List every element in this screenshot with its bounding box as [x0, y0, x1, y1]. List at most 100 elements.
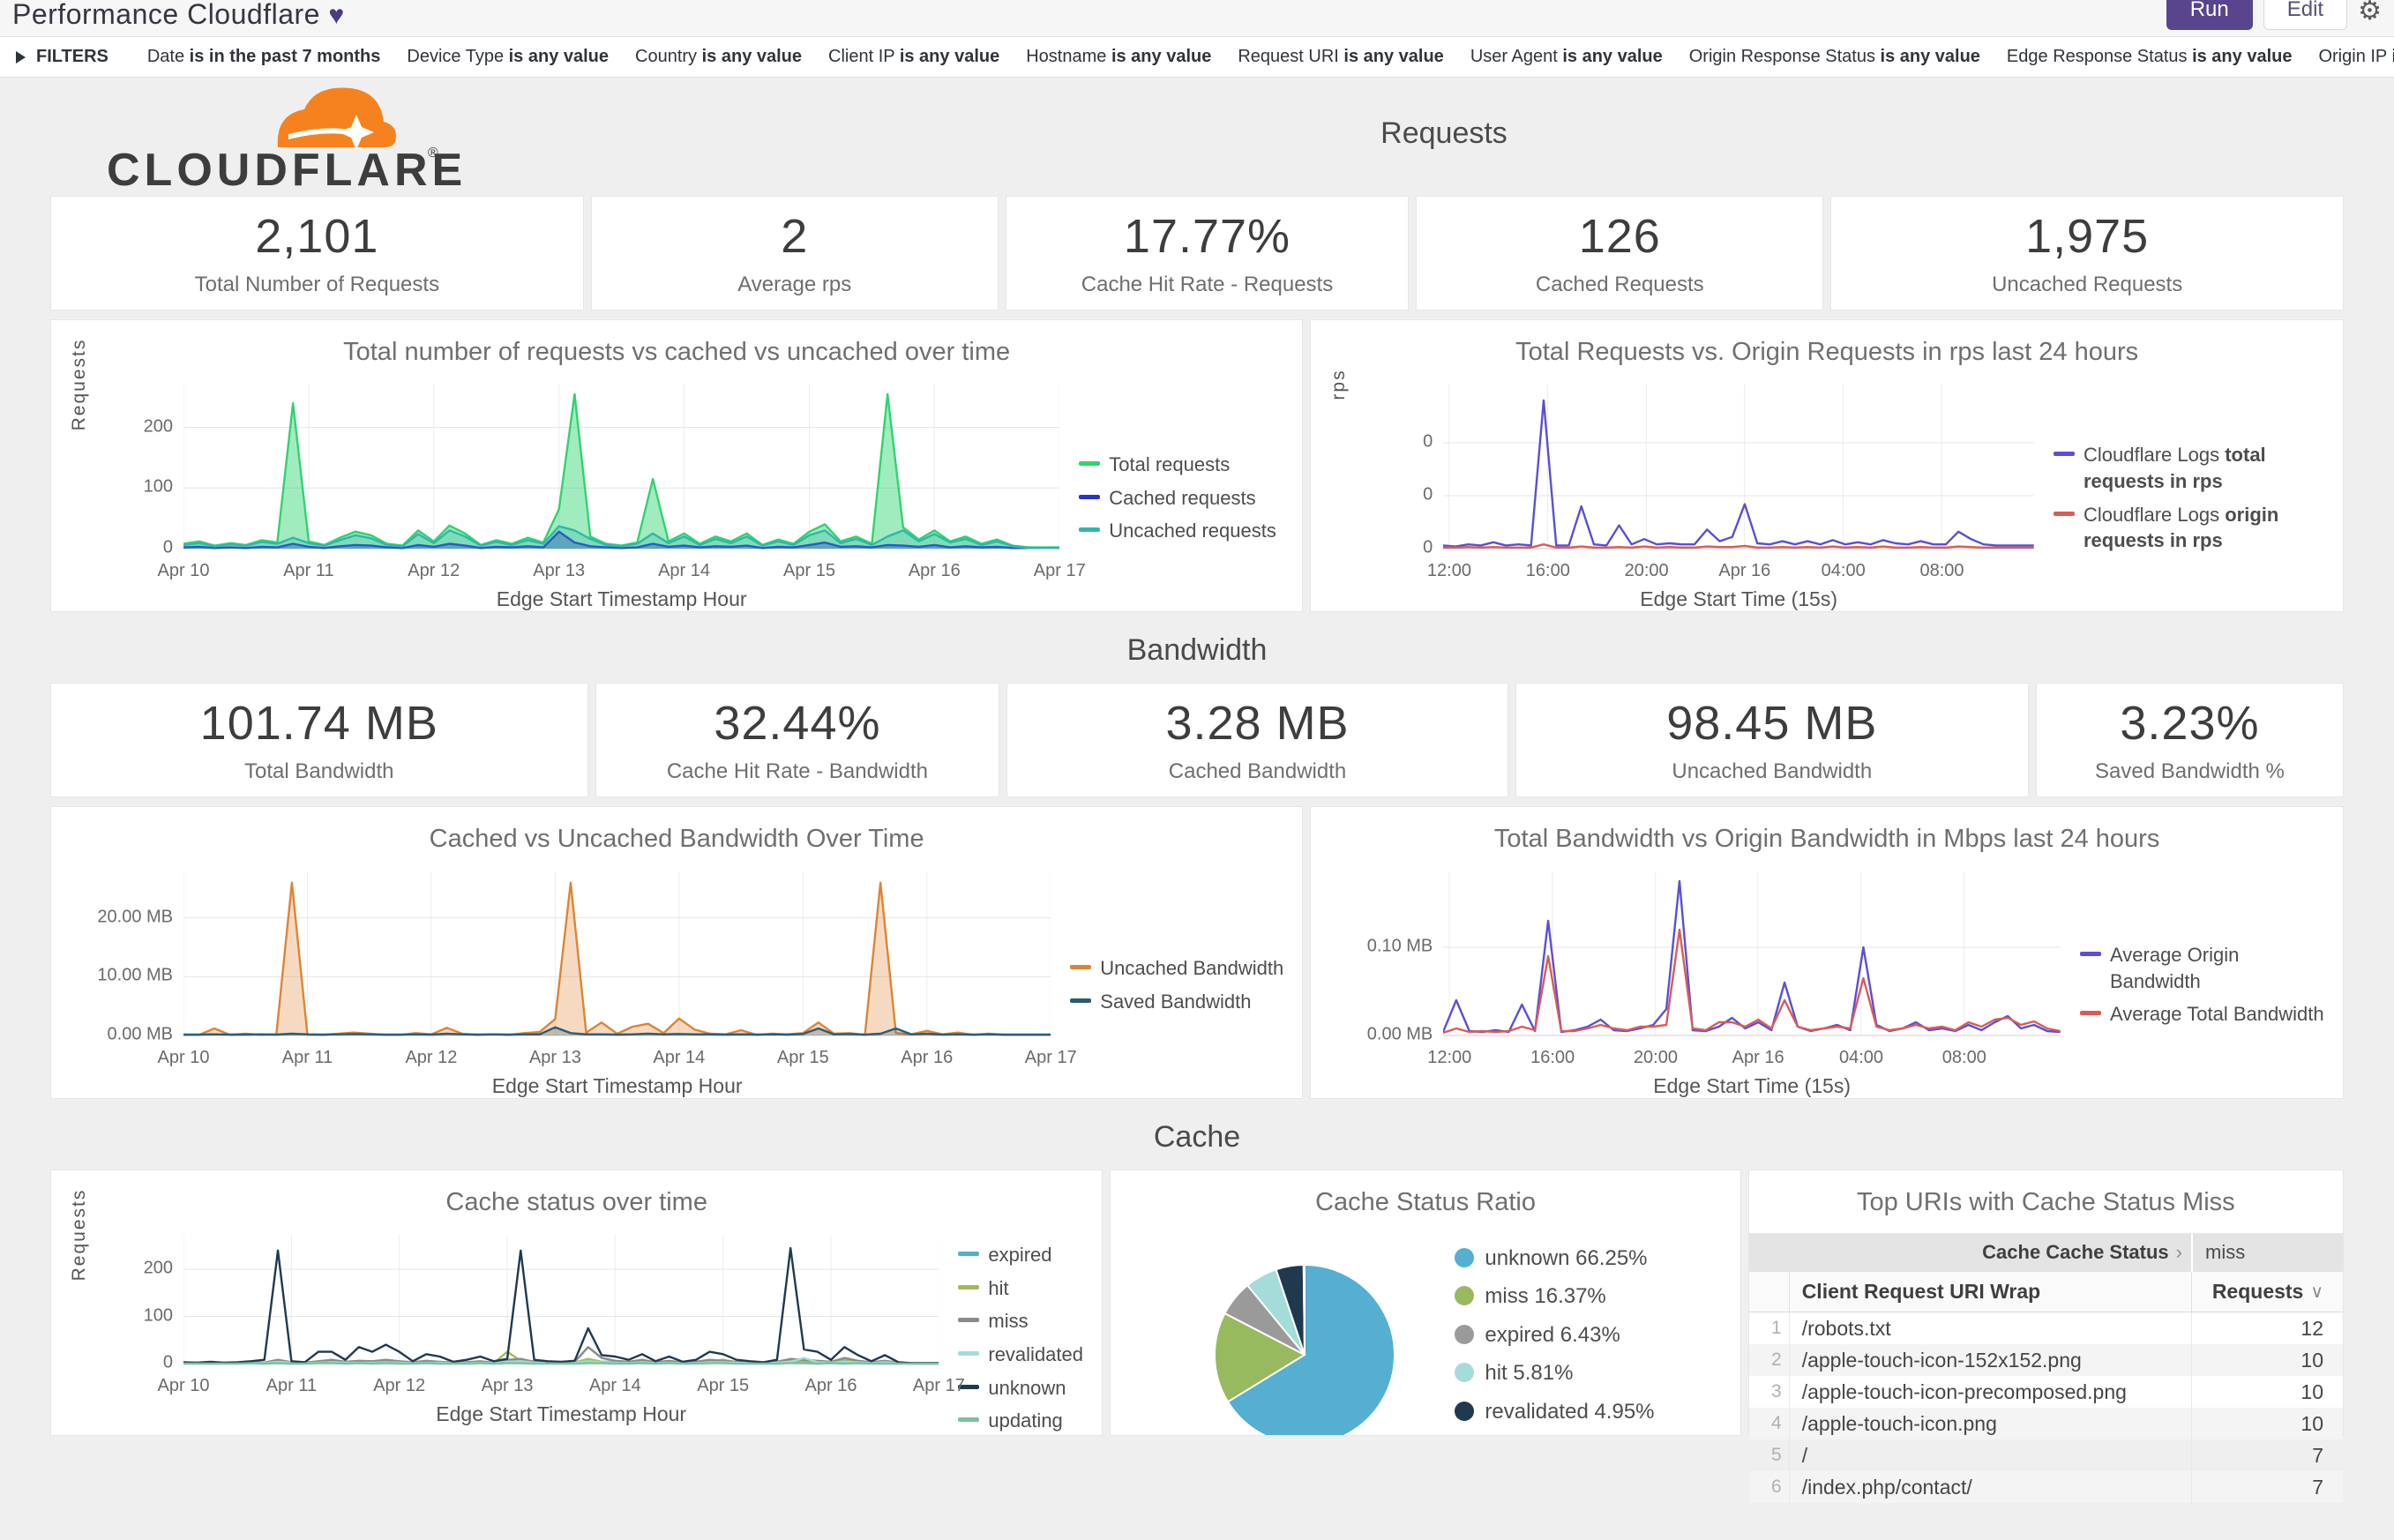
- kpi-value: 17.77%: [1123, 210, 1291, 263]
- filter-item[interactable]: Hostname is any value: [1026, 47, 1212, 66]
- legend-item[interactable]: Uncached requests: [1079, 518, 1284, 544]
- column-header-uri[interactable]: Client Request URI Wrap: [1801, 1280, 2041, 1303]
- x-tick-label: 20:00: [1633, 1048, 1678, 1067]
- chart-main: Apr 10 Apr 11 Apr 12 Apr 13 Apr 14 Apr 15 Apr …: [158, 871, 1077, 1098]
- x-axis-ticks: Apr 10 Apr 11 Apr 12 Apr 13 Apr 14 Apr 15 Apr …: [158, 552, 1086, 582]
- run-button[interactable]: Run: [2166, 0, 2253, 30]
- legend-item[interactable]: Total requests: [1079, 452, 1284, 478]
- y-tick-label: 100: [143, 1305, 173, 1325]
- plot-area[interactable]: [183, 385, 1060, 552]
- kpi-label: Average rps: [737, 273, 852, 296]
- kpi-cached-bandwidth: 3.28 MB Cached Bandwidth: [1006, 683, 1508, 797]
- plot-area[interactable]: [1443, 871, 2061, 1039]
- filter-item[interactable]: Device Type is any value: [407, 47, 610, 66]
- legend-item[interactable]: Uncached Bandwidth: [1070, 955, 1284, 982]
- x-tick-label: Apr 11: [283, 561, 334, 580]
- kpi-cache-hit-rate-requests: 17.77% Cache Hit Rate - Requests: [1005, 196, 1410, 310]
- legend-item[interactable]: expired: [958, 1242, 1084, 1268]
- kpi-label: Uncached Bandwidth: [1672, 759, 1873, 783]
- filter-item[interactable]: Request URI is any value: [1238, 47, 1444, 66]
- chart-title: Cached vs Uncached Bandwidth Over Time: [429, 825, 924, 853]
- kpi-value: 101.74 MB: [199, 697, 438, 750]
- legend-item[interactable]: hit 5.81%: [1455, 1359, 1654, 1387]
- legend-item[interactable]: miss: [958, 1308, 1084, 1334]
- legend-item[interactable]: Cached requests: [1079, 485, 1284, 512]
- legend-item[interactable]: Saved Bandwidth: [1070, 989, 1284, 1015]
- legend-marker-icon: [1455, 1363, 1475, 1383]
- x-tick-label: 04:00: [1838, 1048, 1884, 1067]
- column-header-requests[interactable]: Requests ∨: [2191, 1272, 2343, 1312]
- table-row[interactable]: 5/7: [1749, 1439, 2343, 1471]
- pivot-field[interactable]: Cache Cache Status ›: [1982, 1241, 2182, 1263]
- legend-item[interactable]: Cloudflare Logs origin requests in rps: [2054, 502, 2325, 554]
- kpi-label: Cached Requests: [1535, 273, 1704, 296]
- x-tick-label: Apr 16: [804, 1376, 857, 1395]
- x-axis-title: Edge Start Timestamp Hour: [436, 1402, 687, 1425]
- x-tick-label: 16:00: [1525, 561, 1570, 580]
- x-tick-label: 04:00: [1821, 561, 1866, 580]
- filter-item[interactable]: User Agent is any value: [1470, 47, 1663, 66]
- x-tick-label: Apr 17: [912, 1376, 965, 1395]
- filters-label[interactable]: FILTERS: [16, 47, 108, 67]
- legend-item[interactable]: expired 6.43%: [1455, 1321, 1654, 1349]
- section-title-bandwidth: Bandwidth: [1126, 632, 1268, 667]
- table-row[interactable]: 3/apple-touch-icon-precomposed.png 10: [1749, 1376, 2343, 1408]
- filter-item[interactable]: Client IP is any value: [828, 47, 1000, 66]
- plot-area[interactable]: [183, 1235, 939, 1367]
- kpi-average-rps: 2 Average rps: [590, 196, 999, 310]
- table-row[interactable]: 2/apple-touch-icon-152x152.png 10: [1748, 1344, 2343, 1376]
- y-tick-label: 0: [1423, 484, 1433, 505]
- y-tick-label: 0.10 MB: [1366, 936, 1433, 956]
- kpi-value: 1,975: [2025, 210, 2150, 263]
- table-row[interactable]: 4/apple-touch-icon.png 10: [1748, 1408, 2343, 1439]
- legend-item[interactable]: Cloudflare Logs total requests in rps: [2054, 442, 2325, 494]
- gear-icon[interactable]: ⚙: [2358, 0, 2382, 26]
- y-tick-label: 0: [162, 1352, 173, 1372]
- pivot-value: miss: [2191, 1233, 2343, 1272]
- legend-marker-icon: [958, 1318, 980, 1323]
- legend-marker-icon: [1070, 998, 1092, 1003]
- kpi-value: 3.28 MB: [1165, 697, 1350, 750]
- filter-item[interactable]: Date is in the past 7 months: [146, 47, 381, 66]
- filter-item[interactable]: Country is any value: [635, 47, 803, 66]
- filter-item[interactable]: Origin Response Status is any value: [1688, 47, 1980, 66]
- pie-chart[interactable]: [1208, 1258, 1402, 1435]
- legend-item[interactable]: hit: [958, 1275, 1084, 1302]
- y-tick-label: 0: [162, 537, 173, 557]
- edit-button[interactable]: Edit: [2263, 0, 2348, 30]
- chart-main: Apr 10 Apr 11 Apr 12 Apr 13 Apr 14 Apr 15 Apr …: [158, 1235, 965, 1426]
- section-title-cache: Cache: [1153, 1119, 1241, 1154]
- x-tick-label: Apr 13: [533, 561, 586, 580]
- filters-label-text: FILTERS: [36, 47, 108, 66]
- plot-area[interactable]: [183, 871, 1051, 1039]
- table-tile-top-uris: Top URIs with Cache Status Miss Cache Ca…: [1747, 1170, 2344, 1503]
- plot-area[interactable]: [1443, 385, 2034, 552]
- legend-item[interactable]: unknown: [958, 1375, 1084, 1402]
- x-tick-label: Apr 15: [783, 561, 835, 580]
- legend-item[interactable]: unknown 66.25%: [1455, 1245, 1654, 1273]
- legend-item[interactable]: updating: [958, 1408, 1084, 1434]
- chevron-right-icon: ›: [2175, 1241, 2182, 1263]
- x-axis-ticks: 12:00 16:00 20:00 Apr 16 04:00 08:00: [1427, 552, 2034, 582]
- legend-item[interactable]: revalidated 4.95%: [1455, 1398, 1655, 1426]
- x-tick-label: 08:00: [1919, 561, 1964, 580]
- chart-title: Cache status over time: [445, 1188, 707, 1216]
- x-tick-label: Apr 11: [281, 1048, 333, 1067]
- x-axis-title: Edge Start Timestamp Hour: [491, 1074, 743, 1097]
- x-tick-label: Apr 14: [658, 561, 711, 580]
- chart-legend: Average Origin Bandwidth Average Total Ba…: [2061, 935, 2325, 1035]
- legend-item[interactable]: miss 16.37%: [1455, 1282, 1654, 1311]
- legend-marker-icon: [1070, 964, 1092, 969]
- filter-item[interactable]: Edge Response Status is any value: [2006, 47, 2293, 66]
- filter-item[interactable]: Origin IP is any value: [2318, 47, 2394, 66]
- chart-title: Total Bandwidth vs Origin Bandwidth in M…: [1493, 825, 2160, 853]
- x-tick-label: Apr 16: [1732, 1048, 1784, 1067]
- kpi-value: 3.23%: [2120, 697, 2260, 750]
- table-column-headers: Client Request URI Wrap Requests ∨: [1748, 1272, 2343, 1312]
- table-row[interactable]: 1/robots.txt 12: [1749, 1312, 2343, 1344]
- chart-tile-cache-status-over-time: Cache status over time Requests 0 100 200 …: [50, 1170, 1103, 1436]
- table-row[interactable]: 6/index.php/contact/7: [1748, 1471, 2343, 1503]
- legend-item[interactable]: Average Origin Bandwidth: [2080, 942, 2325, 994]
- legend-item[interactable]: Average Total Bandwidth: [2080, 1001, 2325, 1028]
- legend-item[interactable]: revalidated: [958, 1342, 1084, 1368]
